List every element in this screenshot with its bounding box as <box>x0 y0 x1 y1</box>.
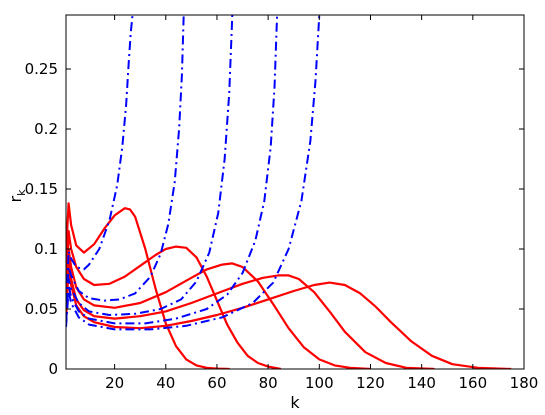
y-tick-label: 0.2 <box>34 120 58 138</box>
series-line-dashdot-10 <box>66 15 321 331</box>
series-layer <box>66 15 512 369</box>
y-axis-label-main: r <box>6 195 25 202</box>
x-tick-label: 20 <box>105 374 124 392</box>
series-line-dashdot-7 <box>66 15 185 322</box>
series-line-dashdot-8 <box>66 15 234 322</box>
y-tick-label: 0.05 <box>25 300 58 318</box>
x-tick-label: 160 <box>459 374 488 392</box>
series-line-solid-2 <box>66 229 282 369</box>
plot-background <box>66 15 524 369</box>
y-tick-label: 0.1 <box>34 240 58 258</box>
series-line-dashdot-6 <box>66 15 134 322</box>
series-line-solid-1 <box>66 202 230 369</box>
x-tick-label: 140 <box>407 374 436 392</box>
series-line-solid-3 <box>66 247 371 369</box>
y-tick-label: 0.15 <box>25 180 58 198</box>
y-axis-label-subscript: k <box>15 189 28 196</box>
x-axis-label: k <box>290 393 300 412</box>
series-line-solid-4 <box>66 259 435 369</box>
plot-frame <box>65 14 525 370</box>
x-tick-label: 100 <box>305 374 334 392</box>
x-tick-label: 120 <box>356 374 385 392</box>
y-tick-label: 0 <box>48 360 58 378</box>
y-axis-label: rk <box>6 189 28 203</box>
x-tick-label: 40 <box>156 374 175 392</box>
svg-text:rk: rk <box>6 189 28 203</box>
x-tick-label: 180 <box>510 374 539 392</box>
tick-layer: 20 40 60 80 100 120 140 160 180 0 0.05 0.1 0.15 0.2 0.… <box>25 15 539 392</box>
x-tick-label: 80 <box>259 374 278 392</box>
y-tick-label: 0.25 <box>25 60 58 78</box>
x-tick-label: 60 <box>207 374 226 392</box>
